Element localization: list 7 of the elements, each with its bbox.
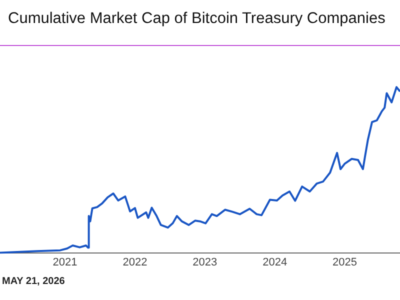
chart-title: Cumulative Market Cap of Bitcoin Treasury Companies <box>8 10 386 28</box>
x-tick-label: 2023 <box>192 256 218 268</box>
x-tick-label: 2021 <box>52 256 78 268</box>
x-tick-label: 2025 <box>332 256 357 268</box>
x-tick-label: 2024 <box>262 256 288 268</box>
x-tick-label: 2022 <box>122 256 148 268</box>
text: MAY 21, 2026 <box>2 276 65 288</box>
